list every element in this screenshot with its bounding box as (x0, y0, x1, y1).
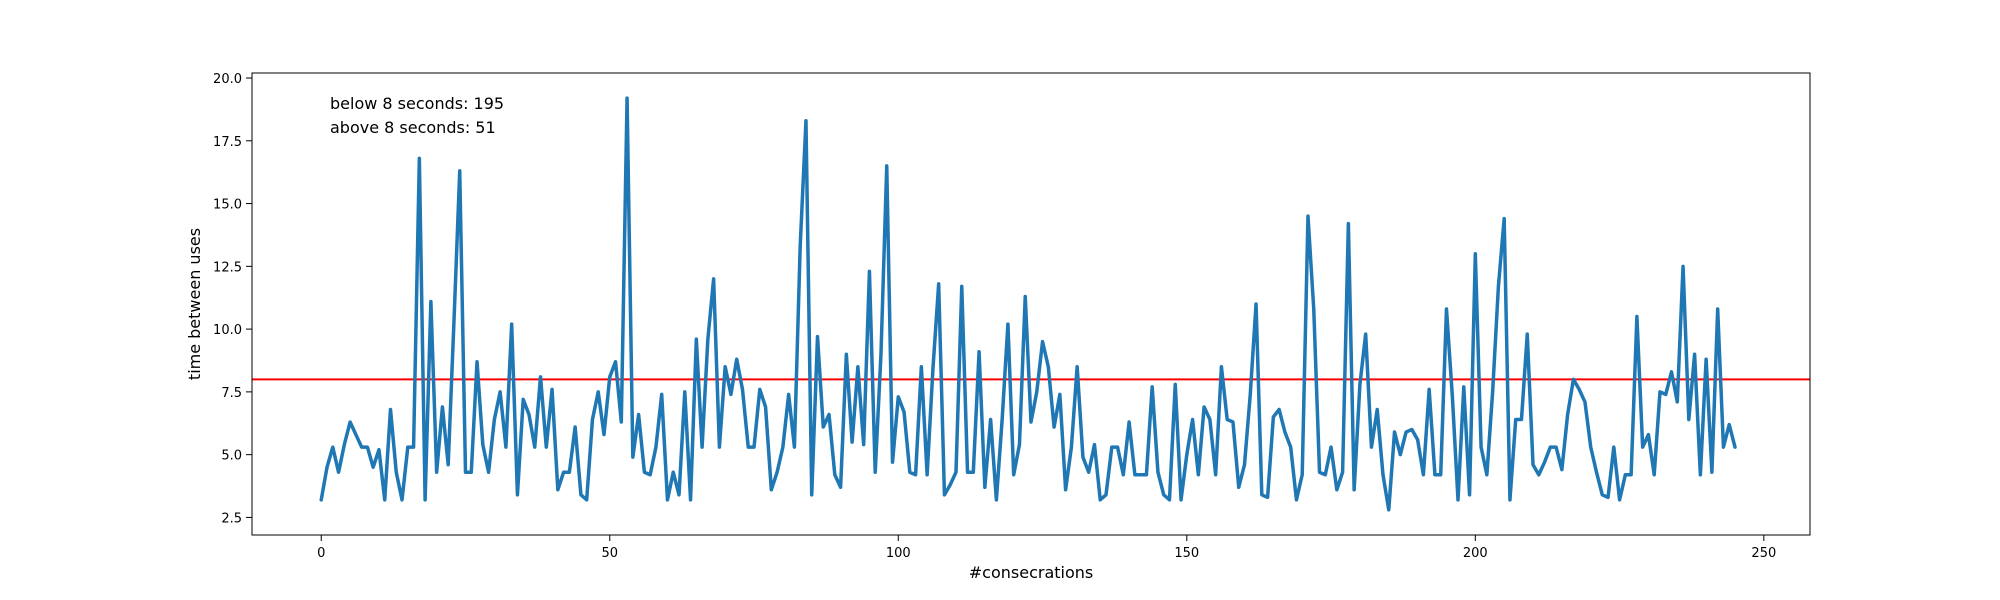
annotation-above-count: above 8 seconds: 51 (330, 118, 496, 137)
y-axis-ticks: 2.5 5.0 7.5 10.0 12.5 15.0 17.5 20.0 (213, 72, 252, 526)
series-lines (319, 96, 1737, 512)
x-tick-label: 200 (1463, 546, 1488, 561)
x-axis-label: #consecrations (969, 563, 1093, 582)
y-tick-label: 10.0 (213, 323, 242, 338)
plot-frame (251, 72, 1811, 536)
x-axis-ticks: 0 50 100 150 200 250 (317, 535, 1776, 561)
x-tick-label: 250 (1751, 546, 1776, 561)
y-tick-label: 20.0 (213, 72, 242, 87)
x-tick-label: 50 (601, 546, 618, 561)
y-axis-label: time between uses (185, 228, 204, 380)
y-tick-label: 5.0 (221, 449, 242, 464)
series-line (319, 96, 1737, 512)
x-tick-label: 100 (886, 546, 911, 561)
annotation-below-count: below 8 seconds: 195 (330, 94, 504, 113)
y-tick-label: 7.5 (221, 386, 242, 401)
y-tick-label: 12.5 (213, 260, 242, 275)
y-tick-label: 15.0 (213, 198, 242, 213)
y-tick-label: 2.5 (221, 511, 242, 526)
x-tick-label: 150 (1174, 546, 1199, 561)
y-tick-label: 17.5 (213, 135, 242, 150)
x-tick-label: 0 (317, 546, 325, 561)
